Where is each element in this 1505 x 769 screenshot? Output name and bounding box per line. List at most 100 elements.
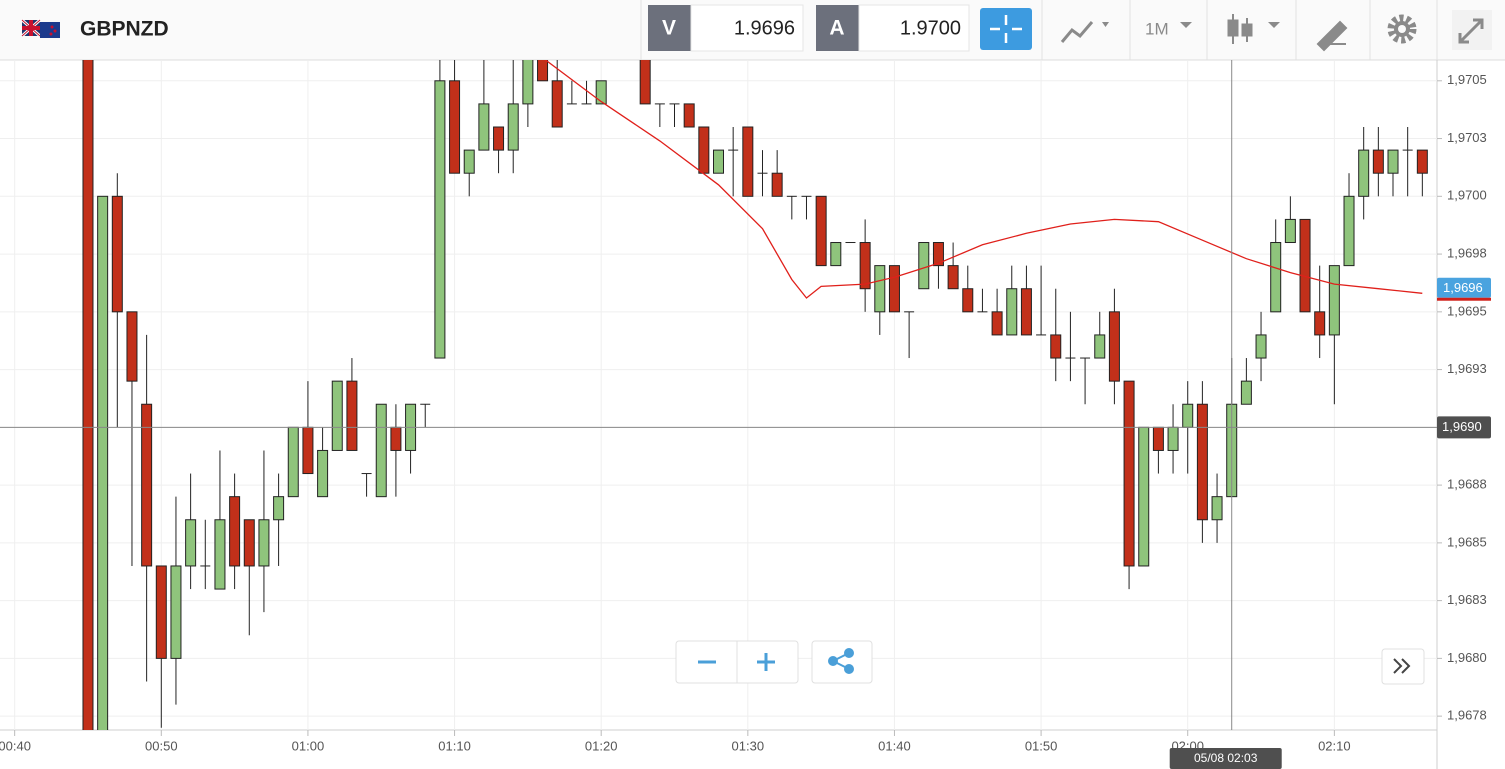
candle-body	[317, 449, 329, 498]
candle-body	[302, 426, 314, 475]
candle-body	[991, 311, 1003, 336]
x-tick-label: 01:30	[732, 738, 765, 753]
zoom-in-button[interactable]	[757, 653, 775, 671]
candle-body	[859, 242, 871, 290]
crosshair-price-label: 1,9690	[1442, 419, 1482, 434]
bid-box	[690, 4, 804, 52]
symbol: GBPNZD	[80, 18, 169, 41]
candle-body	[1152, 426, 1164, 451]
x-tick-label: 00:40	[0, 738, 31, 753]
candle-body	[331, 380, 343, 451]
candle-body	[918, 242, 930, 290]
scroll-right-button[interactable]	[1381, 648, 1425, 685]
candle-body	[1211, 496, 1223, 521]
y-tick-label: 1,9688	[1447, 477, 1487, 492]
candle-body	[493, 126, 505, 151]
candle-body	[229, 496, 241, 567]
candle-body	[1372, 149, 1384, 174]
candle-body	[815, 195, 827, 267]
candle-body	[287, 426, 299, 498]
crosshair-button[interactable]	[980, 8, 1032, 50]
candle-body	[1167, 426, 1179, 451]
y-tick-label: 1,9693	[1447, 361, 1487, 376]
candles-button[interactable]	[1227, 14, 1280, 44]
bid-button[interactable]	[648, 5, 691, 51]
candle-body	[698, 126, 710, 174]
candle-body	[1240, 380, 1252, 405]
y-tick-label: 1,9678	[1447, 708, 1487, 723]
candle-body	[214, 519, 226, 590]
timeframe-button[interactable]: 1M	[1145, 19, 1169, 38]
candle-body	[1343, 195, 1355, 267]
candle-body	[1108, 311, 1120, 382]
fullscreen-button[interactable]	[1452, 10, 1492, 50]
candle-body	[126, 311, 138, 382]
candle-body	[1196, 403, 1208, 521]
x-tick-label: 01:20	[585, 738, 618, 753]
candle-body	[463, 149, 475, 174]
candle-body	[1270, 242, 1282, 313]
candle-body	[1006, 288, 1018, 336]
candle-body	[1328, 265, 1340, 336]
ask-label: A	[829, 17, 844, 40]
ask-box	[858, 4, 970, 52]
bid-label: V	[662, 17, 676, 40]
candle-body	[947, 265, 959, 290]
candle-body	[1284, 218, 1296, 244]
candle-body	[713, 149, 724, 174]
candle-body	[537, 60, 549, 82]
y-tick-label: 1,9695	[1447, 303, 1487, 318]
last-price-box	[1437, 277, 1491, 298]
candle-body	[1299, 218, 1311, 313]
candle-body	[170, 565, 182, 659]
candle-body	[683, 103, 695, 128]
candle-body	[478, 103, 490, 151]
candle-body	[449, 80, 461, 174]
x-tick-label: 00:50	[145, 738, 178, 753]
chart-type-button[interactable]	[1060, 21, 1109, 43]
candle-body	[434, 80, 446, 359]
candle-body	[742, 126, 754, 197]
candle-body	[551, 80, 563, 128]
last-price-label: 1,9696	[1443, 280, 1483, 295]
candle-body	[1255, 334, 1267, 359]
candle-body	[874, 265, 886, 313]
candle-body	[97, 195, 109, 730]
x-tick-label: 02:10	[1318, 738, 1351, 753]
y-tick-label: 1,9685	[1447, 534, 1487, 549]
candle-body	[522, 60, 534, 105]
candle-body	[1314, 311, 1326, 336]
candle-body	[243, 519, 255, 567]
flag-icon	[21, 18, 60, 38]
candle-body	[258, 519, 270, 567]
draw-button[interactable]	[1316, 20, 1348, 52]
candle-body	[888, 265, 900, 313]
moving-average-line	[544, 60, 1423, 299]
candle-body	[346, 380, 358, 451]
y-tick-label: 1,9703	[1447, 130, 1487, 145]
candle-body	[1416, 149, 1428, 174]
x-tick-label: 01:10	[438, 738, 471, 753]
x-tick-label: 01:50	[1025, 738, 1058, 753]
settings-button[interactable]	[1387, 14, 1417, 44]
candle-body	[185, 519, 197, 567]
candle-body	[390, 426, 402, 451]
ask-button[interactable]	[816, 5, 859, 51]
candle-body	[830, 242, 842, 267]
candle-body	[639, 60, 651, 105]
candle-body	[1123, 380, 1135, 567]
candle-body	[595, 80, 607, 105]
zoom-controls	[675, 640, 873, 684]
share-button[interactable]	[811, 640, 873, 684]
candle-body	[507, 103, 519, 151]
candle-body	[962, 288, 974, 313]
candle-body	[1358, 149, 1370, 197]
candle-body	[141, 403, 153, 567]
candle-body	[1020, 288, 1032, 336]
x-tick-label: 01:40	[878, 738, 911, 753]
crosshair-time-box	[1169, 748, 1282, 769]
candle-body	[273, 496, 285, 521]
candle-body	[771, 172, 783, 197]
